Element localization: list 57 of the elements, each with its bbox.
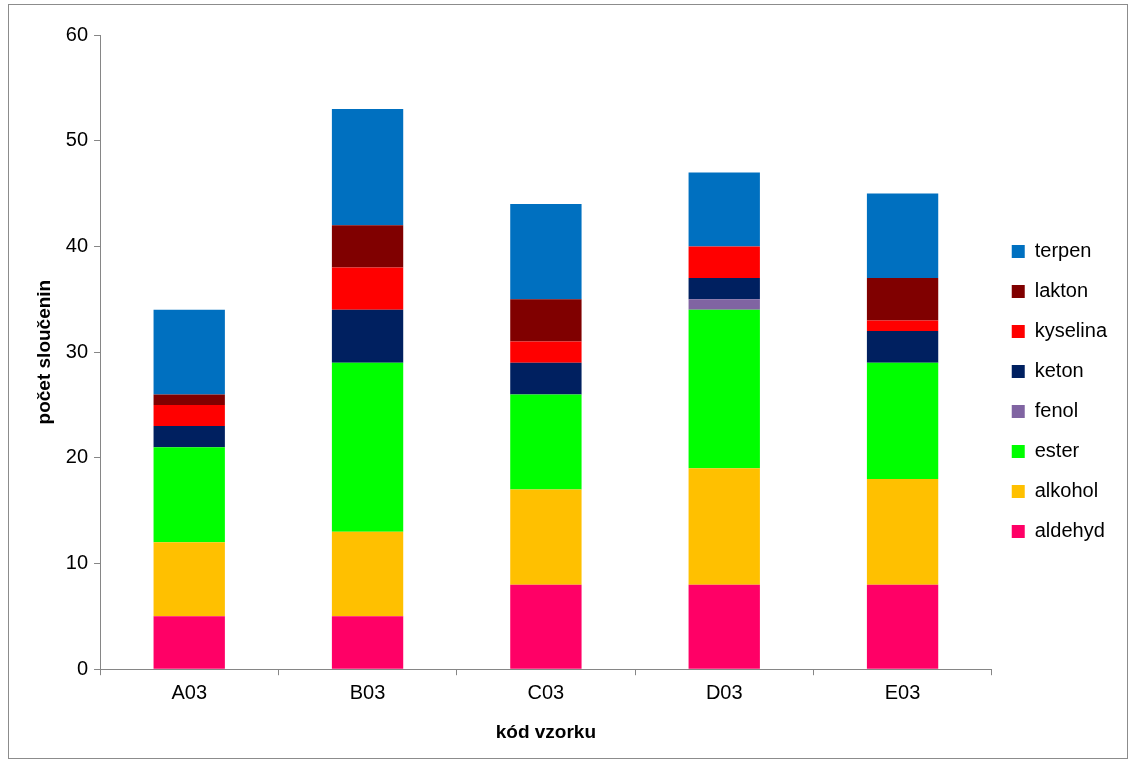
bar bbox=[866, 278, 939, 321]
bar bbox=[331, 108, 404, 226]
bar bbox=[510, 489, 582, 585]
bar bbox=[510, 341, 582, 363]
legend-label: alkohol bbox=[1034, 479, 1099, 502]
bar bbox=[688, 584, 760, 669]
bar bbox=[331, 616, 404, 669]
y-axis-title: počet sloučenin bbox=[32, 279, 54, 425]
bar bbox=[866, 330, 939, 363]
bar bbox=[866, 478, 939, 585]
bar bbox=[688, 299, 760, 310]
bar bbox=[153, 394, 225, 405]
bar bbox=[153, 542, 225, 617]
y-tick-label: 0 bbox=[76, 656, 89, 679]
bar bbox=[331, 531, 404, 617]
legend-label: ester bbox=[1034, 439, 1080, 462]
bar bbox=[688, 309, 760, 469]
bar bbox=[153, 616, 225, 669]
bar bbox=[510, 204, 582, 300]
bar bbox=[688, 172, 760, 247]
y-tick-label: 20 bbox=[65, 445, 89, 468]
x-tick-label: B03 bbox=[349, 680, 386, 703]
y-tick-label: 50 bbox=[65, 128, 89, 151]
x-axis-title: kód vzorku bbox=[495, 720, 597, 742]
bar bbox=[688, 246, 760, 279]
bar bbox=[866, 320, 939, 331]
x-tick-label: A03 bbox=[171, 680, 208, 703]
bar bbox=[866, 584, 939, 669]
bar bbox=[510, 584, 582, 669]
bar bbox=[331, 267, 404, 310]
y-tick-label: 40 bbox=[65, 233, 89, 256]
bar bbox=[866, 362, 939, 479]
y-tick-label: 60 bbox=[65, 22, 89, 45]
bar bbox=[331, 225, 404, 268]
bar bbox=[331, 309, 404, 363]
bar bbox=[688, 468, 760, 585]
legend-label: keton bbox=[1034, 359, 1084, 382]
x-tick-label: D03 bbox=[705, 680, 743, 703]
legend-label: terpen bbox=[1034, 239, 1092, 262]
bar bbox=[510, 362, 582, 395]
bar bbox=[153, 309, 225, 395]
bar bbox=[331, 362, 404, 532]
legend-label: fenol bbox=[1034, 399, 1079, 422]
bar bbox=[866, 193, 939, 279]
y-tick-label: 10 bbox=[65, 551, 89, 574]
bar bbox=[510, 394, 582, 490]
bar bbox=[153, 426, 225, 448]
legend-label: kyselina bbox=[1034, 319, 1108, 342]
y-tick-label: 30 bbox=[65, 339, 89, 362]
x-tick-label: E03 bbox=[884, 680, 921, 703]
bar bbox=[688, 278, 760, 300]
x-tick-label: C03 bbox=[527, 680, 565, 703]
bar bbox=[153, 404, 225, 427]
bar bbox=[153, 447, 225, 543]
bar bbox=[510, 299, 582, 342]
legend-label: lakton bbox=[1034, 279, 1089, 302]
legend-label: aldehyd bbox=[1034, 519, 1105, 542]
